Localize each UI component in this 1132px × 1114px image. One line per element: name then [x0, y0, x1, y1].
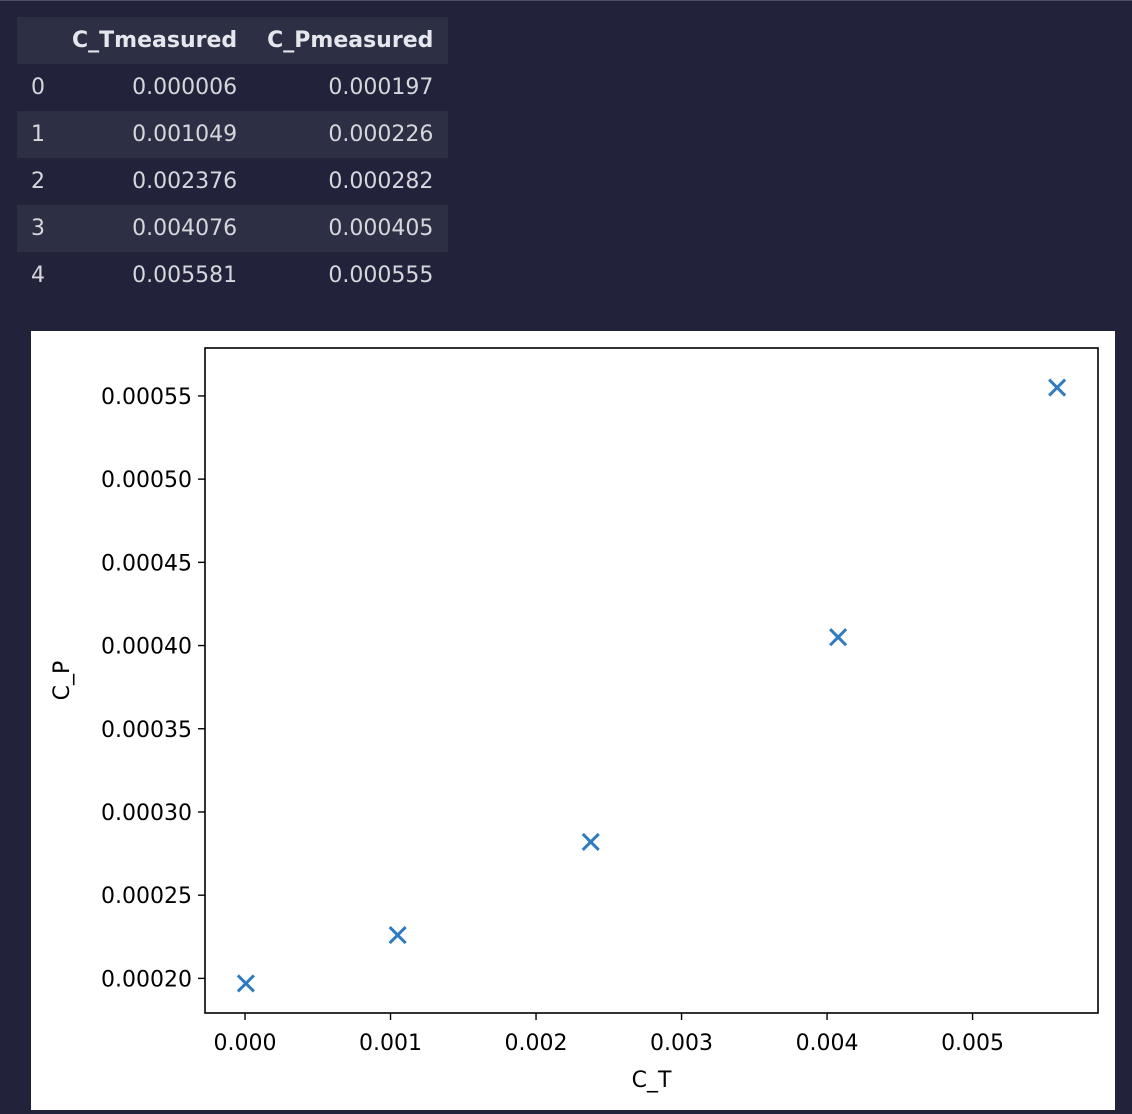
- column-header-ct: C_Tmeasured: [57, 17, 253, 64]
- data-point-marker: [236, 974, 255, 993]
- y-tick-label: 0.00030: [101, 801, 192, 826]
- cell-ct: 0.002376: [57, 158, 253, 205]
- cell-cp: 0.000405: [252, 205, 449, 252]
- cell-top-border: [0, 0, 1132, 1]
- data-point-marker: [388, 926, 407, 945]
- x-tick-label: 0.001: [359, 1031, 422, 1056]
- cell-ct: 0.005581: [57, 252, 253, 299]
- y-tick-label: 0.00035: [101, 718, 192, 743]
- x-tick-label: 0.004: [796, 1031, 859, 1056]
- y-tick-label: 0.00040: [101, 635, 192, 660]
- table-row: 3 0.004076 0.000405: [17, 205, 449, 252]
- x-axis-label: C_T: [632, 1068, 672, 1093]
- x-tick-label: 0.000: [214, 1031, 277, 1056]
- row-index: 1: [17, 111, 57, 158]
- column-header-cp: C_Pmeasured: [252, 17, 449, 64]
- data-point-marker: [829, 628, 848, 647]
- cell-cp: 0.000197: [252, 64, 449, 111]
- table-header-row: C_Tmeasured C_Pmeasured: [17, 17, 449, 64]
- x-tick-label: 0.003: [650, 1031, 713, 1056]
- table-row: 4 0.005581 0.000555: [17, 252, 449, 299]
- cell-ct: 0.004076: [57, 205, 253, 252]
- index-header: [17, 17, 57, 64]
- row-index: 4: [17, 252, 57, 299]
- plot-output: 0.000 0.001 0.002 0.003 0.004 0.005 0.00020 0.0…: [31, 331, 1115, 1110]
- table-row: 2 0.002376 0.000282: [17, 158, 449, 205]
- x-tick-label: 0.005: [941, 1031, 1004, 1056]
- row-index: 0: [17, 64, 57, 111]
- cell-ct: 0.001049: [57, 111, 253, 158]
- y-tick-label: 0.00025: [101, 884, 192, 909]
- y-tick-label: 0.00020: [101, 967, 192, 992]
- plot-frame: [204, 347, 1099, 1014]
- row-index: 2: [17, 158, 57, 205]
- cell-cp: 0.000226: [252, 111, 449, 158]
- row-index: 3: [17, 205, 57, 252]
- scatter-chart: 0.000 0.001 0.002 0.003 0.004 0.005 0.00020 0.0…: [50, 347, 1099, 1093]
- x-tick-label: 0.002: [505, 1031, 568, 1056]
- dataframe-table: C_Tmeasured C_Pmeasured 0 0.000006 0.000…: [17, 17, 449, 299]
- cell-cp: 0.000282: [252, 158, 449, 205]
- data-point-marker: [581, 832, 600, 851]
- y-axis-label: C_P: [50, 661, 75, 701]
- cell-ct: 0.000006: [57, 64, 253, 111]
- y-tick-label: 0.00045: [101, 551, 192, 576]
- table-row: 1 0.001049 0.000226: [17, 111, 449, 158]
- y-tick-label: 0.00055: [101, 385, 192, 410]
- cell-cp: 0.000555: [252, 252, 449, 299]
- table-row: 0 0.000006 0.000197: [17, 64, 449, 111]
- data-point-marker: [1048, 378, 1067, 397]
- y-tick-label: 0.00050: [101, 468, 192, 493]
